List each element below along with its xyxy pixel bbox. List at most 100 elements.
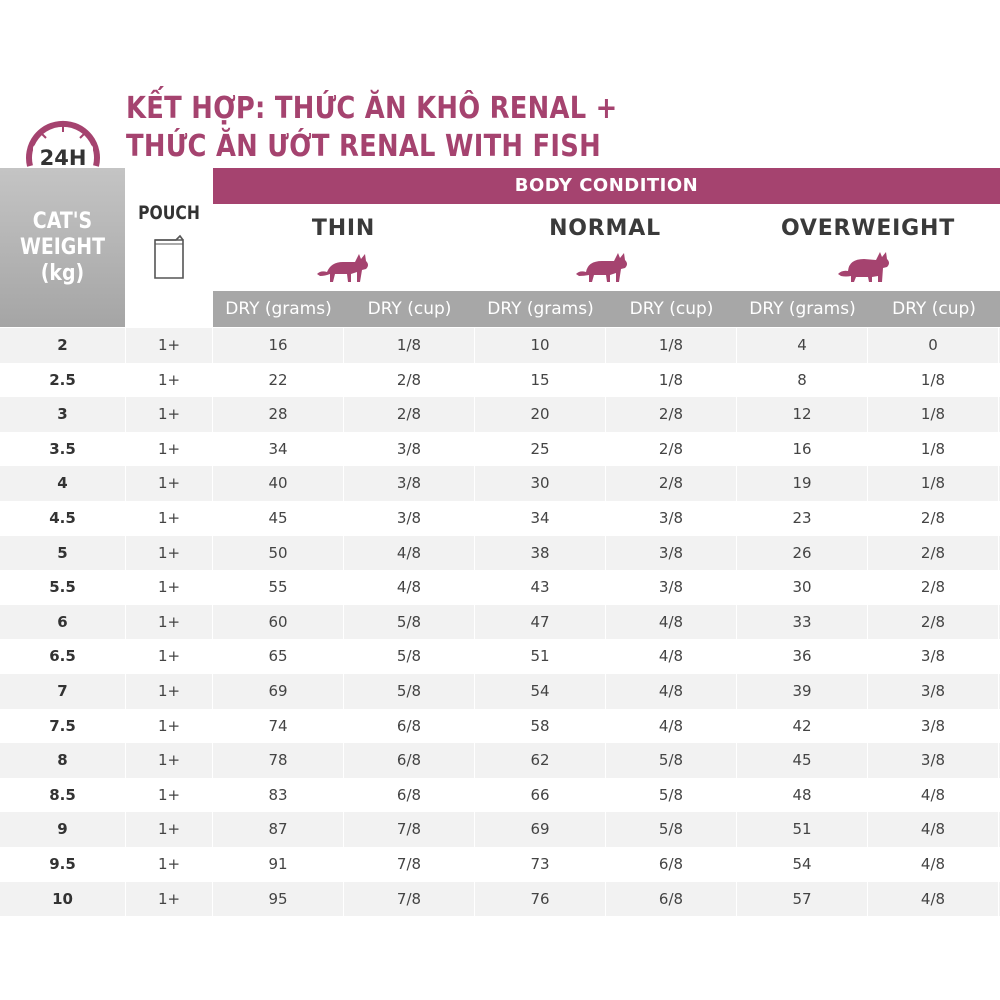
pouch-cell: 1+ — [126, 466, 213, 501]
title-line-1: KẾT HỢP: THỨC ĂN KHÔ RENAL + — [126, 91, 618, 126]
table-row: 5 1+ 50 4/8 38 3/8 26 2/8 — [0, 535, 1000, 571]
overweight-dry-grams-cell: 57 — [737, 881, 868, 917]
normal-dry-grams-cell: 10 — [475, 328, 606, 363]
cat-weight-cell: 2 — [0, 328, 126, 363]
feeding-table: CAT'S WEIGHT (kg) POUCH BODY CONDITION T… — [0, 168, 1000, 917]
thin-dry-cup-cell: 4/8 — [344, 535, 475, 571]
overweight-dry-grams-cell: 51 — [737, 812, 868, 847]
cat-weight-cell: 8.5 — [0, 777, 126, 813]
pouch-cell: 1+ — [126, 570, 213, 605]
cat-weight-cell: 9 — [0, 812, 126, 847]
cat-weight-cell: 9.5 — [0, 846, 126, 882]
cat-weight-cell: 5.5 — [0, 570, 126, 605]
overweight-dry-grams-cell: 8 — [737, 362, 868, 398]
thin-dry-grams-cell: 69 — [213, 673, 344, 709]
overweight-dry-grams-cell: 12 — [737, 397, 868, 432]
table-row: 7.5 1+ 74 6/8 58 4/8 42 3/8 — [0, 708, 1000, 744]
cat-weight-cell: 10 — [0, 881, 126, 917]
pouch-cell: 1+ — [126, 431, 213, 467]
thin-dry-grams-cell: 95 — [213, 881, 344, 917]
cat-weight-cell: 4 — [0, 466, 126, 501]
table-body: 2 1+ 16 1/8 10 1/8 4 0 2.5 1+ 22 2/8 15 1/8 8 1/8 3 1+ 28 2… — [0, 328, 1000, 917]
thin-dry-grams-cell: 22 — [213, 362, 344, 398]
normal-dry-grams-cell: 66 — [475, 777, 606, 813]
pouch-cell: 1+ — [126, 846, 213, 882]
table-row: 6 1+ 60 5/8 47 4/8 33 2/8 — [0, 604, 1000, 640]
table-row: 7 1+ 69 5/8 54 4/8 39 3/8 — [0, 673, 1000, 709]
overweight-dry-cup-cell: 4/8 — [868, 846, 999, 882]
normal-dry-grams-cell: 15 — [475, 362, 606, 398]
body-condition-header: BODY CONDITION — [213, 168, 1000, 204]
overweight-dry-cup-cell: 2/8 — [868, 604, 999, 640]
title-line-2: THỨC ĂN ƯỚT RENAL WITH FISH — [126, 129, 601, 164]
cat-silhouette-icon — [317, 254, 368, 282]
thin-dry-cup-cell: 6/8 — [344, 743, 475, 778]
cat-weight-cell: 6 — [0, 604, 126, 640]
overweight-dry-grams-cell: 23 — [737, 500, 868, 536]
thin-dry-cup-cell: 7/8 — [344, 846, 475, 882]
pouch-cell: 1+ — [126, 328, 213, 363]
thin-dry-cup-cell: 5/8 — [344, 673, 475, 709]
overweight-dry-grams-cell: 30 — [737, 570, 868, 605]
normal-dry-grams-cell: 34 — [475, 500, 606, 536]
table-row: 3 1+ 28 2/8 20 2/8 12 1/8 — [0, 397, 1000, 432]
cat-weight-cell: 3 — [0, 397, 126, 432]
overweight-dry-grams-cell: 26 — [737, 535, 868, 571]
thin-dry-grams-cell: 60 — [213, 604, 344, 640]
overweight-dry-cup-cell: 3/8 — [868, 673, 999, 709]
pouch-cell: 1+ — [126, 881, 213, 917]
page-title: KẾT HỢP: THỨC ĂN KHÔ RENAL + THỨC ĂN ƯỚT… — [126, 90, 618, 166]
overweight-dry-grams-cell: 45 — [737, 743, 868, 778]
condition-label: OVERWEIGHT — [780, 216, 956, 241]
subheader-dry-cup: DRY (cup) — [344, 291, 475, 327]
overweight-dry-cup-cell: 2/8 — [868, 500, 999, 536]
thin-dry-cup-cell: 3/8 — [344, 466, 475, 501]
normal-dry-cup-cell: 5/8 — [606, 812, 737, 847]
pouch-icon — [154, 234, 184, 279]
cat-weight-cell: 8 — [0, 743, 126, 778]
subheader-dry-grams: DRY (grams) — [213, 291, 344, 327]
thin-dry-cup-cell: 1/8 — [344, 328, 475, 363]
table-row: 8 1+ 78 6/8 62 5/8 45 3/8 — [0, 743, 1000, 778]
table-row: 5.5 1+ 55 4/8 43 3/8 30 2/8 — [0, 570, 1000, 605]
overweight-dry-grams-cell: 36 — [737, 639, 868, 674]
normal-dry-grams-cell: 38 — [475, 535, 606, 571]
thin-dry-grams-cell: 87 — [213, 812, 344, 847]
table-row: 8.5 1+ 83 6/8 66 5/8 48 4/8 — [0, 777, 1000, 813]
overweight-dry-grams-cell: 33 — [737, 604, 868, 640]
thin-dry-cup-cell: 2/8 — [344, 397, 475, 432]
thin-dry-cup-cell: 5/8 — [344, 604, 475, 640]
overweight-dry-cup-cell: 3/8 — [868, 708, 999, 744]
normal-dry-grams-cell: 47 — [475, 604, 606, 640]
thin-dry-grams-cell: 50 — [213, 535, 344, 571]
overweight-dry-grams-cell: 48 — [737, 777, 868, 813]
table-row: 3.5 1+ 34 3/8 25 2/8 16 1/8 — [0, 431, 1000, 467]
weight-column-header: CAT'S WEIGHT (kg) — [0, 168, 125, 327]
normal-dry-cup-cell: 6/8 — [606, 881, 737, 917]
subheader-dry-grams: DRY (grams) — [475, 291, 606, 327]
normal-dry-grams-cell: 62 — [475, 743, 606, 778]
pouch-cell: 1+ — [126, 708, 213, 744]
normal-dry-cup-cell: 4/8 — [606, 673, 737, 709]
thin-dry-grams-cell: 55 — [213, 570, 344, 605]
thin-dry-grams-cell: 34 — [213, 431, 344, 467]
overweight-dry-cup-cell: 0 — [868, 328, 999, 363]
pouch-cell: 1+ — [126, 812, 213, 847]
overweight-dry-cup-cell: 1/8 — [868, 397, 999, 432]
thin-dry-cup-cell: 7/8 — [344, 812, 475, 847]
overweight-dry-cup-cell: 3/8 — [868, 743, 999, 778]
normal-dry-grams-cell: 76 — [475, 881, 606, 917]
condition-normal: NORMAL — [474, 204, 737, 291]
thin-dry-cup-cell: 4/8 — [344, 570, 475, 605]
subheader-dry-cup: DRY (cup) — [606, 291, 737, 327]
normal-dry-cup-cell: 4/8 — [606, 639, 737, 674]
thin-dry-cup-cell: 3/8 — [344, 500, 475, 536]
normal-dry-cup-cell: 5/8 — [606, 777, 737, 813]
pouch-cell: 1+ — [126, 397, 213, 432]
normal-dry-grams-cell: 43 — [475, 570, 606, 605]
thin-dry-grams-cell: 78 — [213, 743, 344, 778]
pouch-cell: 1+ — [126, 604, 213, 640]
table-row: 10 1+ 95 7/8 76 6/8 57 4/8 — [0, 881, 1000, 917]
thin-dry-grams-cell: 40 — [213, 466, 344, 501]
overweight-dry-grams-cell: 16 — [737, 431, 868, 467]
